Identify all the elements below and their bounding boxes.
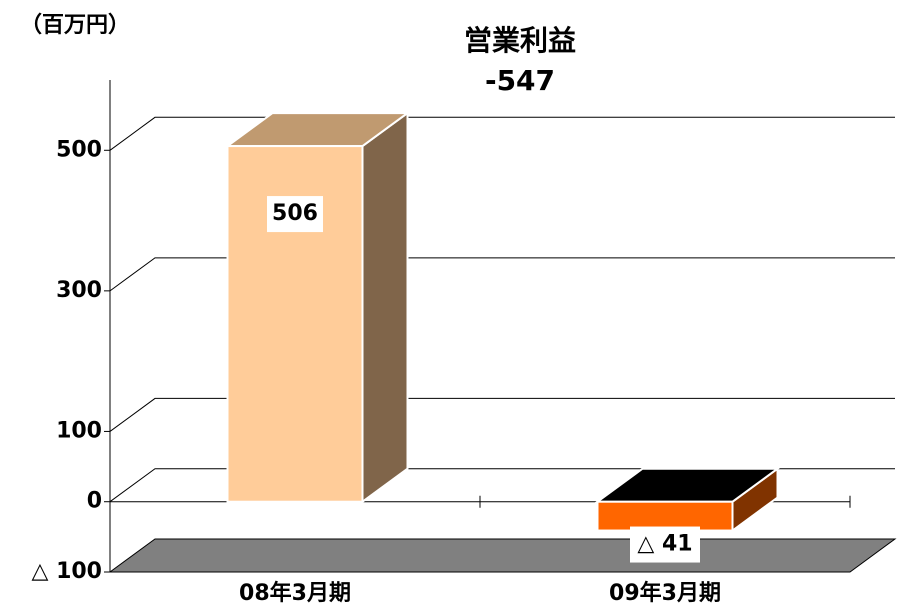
chart-subtitle: -547 — [485, 64, 555, 97]
value-label-box — [267, 196, 323, 233]
x-tick-label: 09年3月期 — [609, 580, 721, 606]
x-tick-label: 08年3月期 — [239, 580, 351, 606]
value-label-box — [630, 526, 700, 563]
y-tick-label: 100 — [56, 418, 102, 443]
grid-line — [109, 397, 895, 432]
y-tick-label: 500 — [56, 137, 102, 162]
bar — [596, 500, 734, 532]
grid-line — [109, 257, 895, 292]
unit-label: （百万円） — [20, 13, 130, 38]
y-tick-label: 0 — [87, 489, 102, 514]
y-tick-label: 300 — [56, 278, 102, 303]
floor — [108, 538, 897, 573]
value-label: 506 — [272, 201, 318, 226]
value-label: △ 41 — [637, 532, 692, 557]
chart-title: 営業利益 — [464, 24, 576, 57]
grid-line — [109, 116, 895, 151]
bar-side — [361, 111, 409, 504]
y-tick-label: △ 100 — [31, 559, 102, 584]
